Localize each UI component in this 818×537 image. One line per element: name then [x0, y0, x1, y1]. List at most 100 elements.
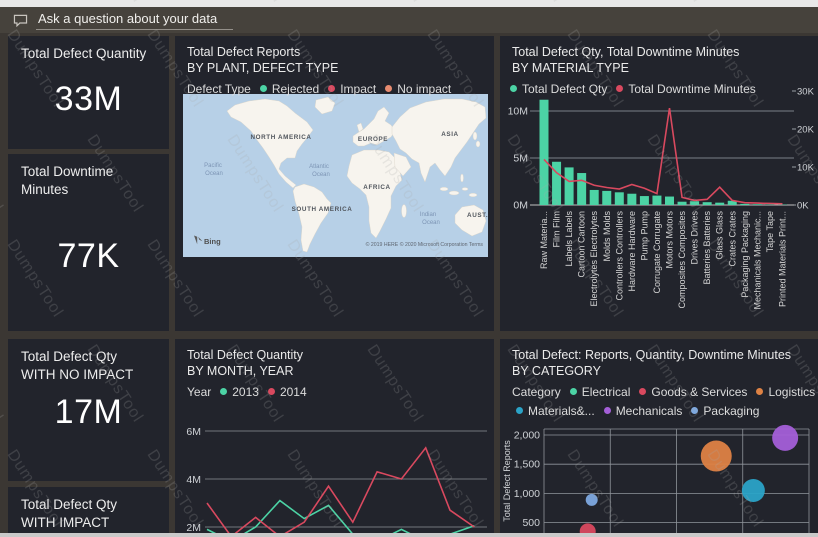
chart-title: Total Defect: Reports, Quantity, Downtim… [512, 348, 792, 379]
legend-item[interactable]: Mechanicals [615, 403, 683, 418]
bar-total-defect-qty[interactable] [602, 190, 612, 205]
combo-chart-tile-by-material-type[interactable]: Total Defect Qty, Total Downtime Minutes… [500, 36, 818, 331]
map-continents [226, 96, 487, 253]
qa-input[interactable]: Ask a question about your data [36, 11, 234, 30]
bar-total-defect-qty[interactable] [740, 203, 750, 205]
bar-total-defect-qty[interactable] [727, 200, 737, 205]
legend-item[interactable]: Total Downtime Minutes [628, 81, 756, 96]
bar-total-defect-qty[interactable] [752, 204, 762, 205]
bar-total-defect-qty[interactable] [702, 202, 712, 205]
chart-title: Total Defect Reports BY PLANT, DEFECT TY… [187, 45, 339, 76]
bar-total-defect-qty[interactable] [627, 193, 637, 205]
svg-text:SOUTH AMERICA: SOUTH AMERICA [292, 206, 353, 213]
kpi-card-total-defect-quantity[interactable]: Total Defect Quantity 33M [8, 36, 169, 149]
kpi-title: Total Defect Qty WITH NO IMPACT [21, 349, 134, 383]
right-axis-tick: 20K [797, 125, 815, 136]
bubble-Materials&...[interactable] [741, 478, 765, 502]
legend-item[interactable]: Impact [340, 81, 377, 96]
bubble-Mechanicals[interactable] [772, 424, 799, 451]
bubble-chart-tile-by-category[interactable]: Total Defect: Reports, Quantity, Downtim… [500, 339, 818, 533]
y-axis-tick: 4M [186, 474, 201, 486]
x-axis-category-label: Crates Crates [727, 211, 737, 267]
bubble-Goods & Services[interactable] [579, 523, 596, 533]
combo-legend[interactable]: Total Defect Qty Total Downtime Minutes [500, 77, 818, 96]
y-axis-tick: 2,000 [514, 430, 540, 442]
bubble-legend-row2[interactable]: Materials&... Mechanicals Packaging [500, 399, 818, 418]
legend-dot-defect-qty [510, 85, 517, 92]
legend-item[interactable]: Rejected [271, 81, 320, 96]
legend-item[interactable]: Goods & Services [651, 384, 748, 399]
y-axis-tick: 1,000 [514, 488, 540, 500]
bubble-legend-row1[interactable]: Category Electrical Goods & Services Log… [500, 380, 818, 399]
bar-total-defect-qty[interactable] [539, 99, 549, 205]
bar-total-defect-qty[interactable] [665, 196, 674, 205]
bar-total-defect-qty[interactable] [614, 192, 624, 205]
bing-world-map[interactable]: NORTH AMERICA EUROPE ASIA AFRICA SOUTH A… [183, 94, 492, 257]
downtime-minutes-line[interactable] [543, 107, 783, 205]
bubble-Logistics[interactable] [700, 440, 732, 472]
kpi-card-defect-qty-no-impact[interactable]: Total Defect Qty WITH NO IMPACT 17M [8, 339, 169, 481]
legend-item[interactable]: Materials&... [528, 403, 595, 418]
chart-title: Total Defect Qty, Total Downtime Minutes… [512, 45, 740, 76]
qa-bar[interactable]: Ask a question about your data [0, 7, 818, 33]
line-chart-tile-by-month-year[interactable]: Total Defect Quantity BY MONTH, YEAR Yea… [175, 339, 494, 533]
kpi-card-total-downtime-minutes[interactable]: Total Downtime Minutes 77K [8, 154, 169, 331]
map-attribution[interactable]: © 2019 HERE © 2020 Microsoft Corporation… [366, 241, 484, 248]
legend-item[interactable]: Logistics [768, 384, 816, 399]
bar-total-defect-qty[interactable] [564, 167, 574, 205]
bar-total-defect-qty[interactable] [715, 202, 725, 205]
legend-item[interactable]: Packaging [703, 403, 760, 418]
window-bottom-edge [0, 533, 818, 537]
bar-total-defect-qty[interactable] [677, 201, 687, 205]
legend-item[interactable]: 2013 [232, 384, 259, 399]
legend-dot-impact [328, 85, 336, 92]
combo-chart[interactable]: 0M 5M 10M 0K 10K 20K 30K Raw Materia... Film Fil… [500, 84, 818, 331]
svg-text:AUST...: AUST... [467, 212, 488, 219]
legend-item[interactable]: Total Defect Qty [522, 81, 608, 96]
year-line-2014[interactable] [206, 446, 475, 533]
bar-total-defect-qty[interactable] [639, 196, 649, 205]
kpi-title: Total Defect Quantity [21, 46, 147, 61]
x-axis-category-label: Drives Drives [690, 211, 700, 265]
legend-title: Year [187, 384, 212, 399]
kpi-value: 17M [54, 393, 123, 432]
y-axis-title: Total Defect Reports [502, 440, 512, 522]
bar-total-defect-qty[interactable] [577, 173, 587, 205]
bar-total-defect-qty[interactable] [690, 201, 700, 205]
legend-item[interactable]: 2014 [279, 384, 307, 399]
legend-item[interactable]: No impact [397, 81, 452, 96]
y-axis-tick: 6M [186, 426, 201, 438]
legend-title: Category [512, 384, 561, 399]
map-legend[interactable]: Defect Type Rejected Impact No impact [175, 77, 494, 96]
x-axis-category-label: Molds Molds [602, 211, 612, 262]
y-axis-tick: 2M [186, 522, 201, 533]
x-axis-category-label: Labels Labels [564, 211, 574, 267]
year-line-2013[interactable] [206, 499, 475, 533]
x-axis-category-label: Raw Materia... [539, 211, 549, 269]
bar-total-defect-qty[interactable] [652, 195, 662, 205]
bubble-Packaging[interactable] [585, 493, 598, 506]
legend-dot-2013 [220, 388, 228, 395]
line-legend[interactable]: Year 2013 2014 [175, 380, 494, 399]
kpi-card-defect-qty-with-impact[interactable]: Total Defect Qty WITH IMPACT [8, 487, 169, 533]
legend-dot-goods-services [639, 388, 647, 395]
x-axis-category-label: Batteries Batteries [702, 211, 712, 285]
left-axis-tick: 5M [513, 153, 528, 165]
svg-text:Pacific: Pacific [204, 163, 222, 169]
bar-total-defect-qty[interactable] [552, 161, 562, 205]
svg-text:Ocean: Ocean [422, 220, 440, 226]
x-axis-category-label: Mechanicals Mechanic... [752, 211, 762, 310]
map-region-labels: NORTH AMERICA EUROPE ASIA AFRICA SOUTH A… [250, 131, 492, 219]
line-chart[interactable]: 2M 4M 6M [175, 339, 494, 533]
speech-bubble-icon [13, 14, 28, 27]
map-tile-defect-reports-by-plant[interactable]: Total Defect Reports BY PLANT, DEFECT TY… [175, 36, 494, 331]
kpi-value: 77K [57, 237, 120, 276]
legend-item[interactable]: Electrical [581, 384, 631, 399]
x-axis-category-label: Cartoon Cartoon [577, 211, 587, 278]
legend-dot-mechanicals [603, 407, 611, 414]
bar-total-defect-qty[interactable] [589, 189, 599, 205]
x-axis-category-label: Corrugate Corrugate [652, 211, 662, 294]
x-axis-category-label: Controllers Controllers [614, 211, 624, 301]
